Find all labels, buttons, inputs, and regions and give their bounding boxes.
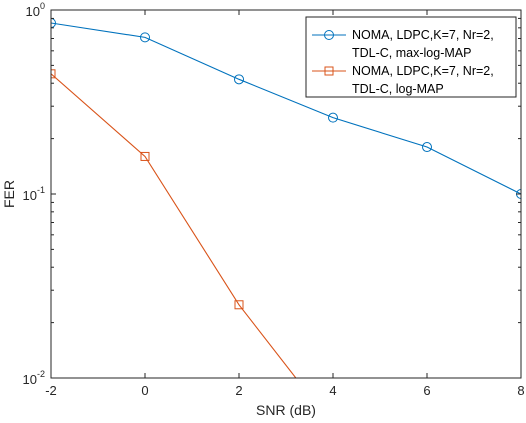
data-point	[328, 112, 338, 123]
data-point	[51, 17, 56, 28]
series-line-2	[51, 73, 297, 378]
x-tick-label: 4	[329, 383, 336, 398]
x-tick-label: -2	[45, 383, 57, 398]
legend-swatch-marker	[324, 30, 334, 40]
legend-box	[305, 16, 517, 98]
legend-entry-text: NOMA, LDPC,K=7, Nr=2,	[352, 64, 494, 78]
legend-entry-text: TDL-C, log-MAP	[352, 82, 444, 96]
plot-border	[50, 9, 522, 379]
data-point	[234, 74, 244, 85]
y-tick-label: 10-1	[23, 185, 45, 203]
y-tick-label: 100	[26, 1, 45, 19]
data-point	[422, 142, 432, 153]
y-tick-label: 10-2	[23, 369, 45, 387]
series-line-1	[51, 22, 521, 195]
legend-entry-text: NOMA, LDPC,K=7, Nr=2,	[352, 28, 494, 42]
legend: NOMA, LDPC,K=7, Nr=2, TDL-C, max-log-MAP N…	[305, 16, 517, 98]
x-axis-label: SNR (dB)	[256, 402, 316, 418]
x-tick-label: 0	[141, 383, 148, 398]
x-tick-label: 8	[517, 383, 524, 398]
data-point	[51, 69, 56, 79]
data-point	[140, 32, 150, 43]
data-point	[234, 300, 244, 310]
data-point	[140, 151, 150, 161]
y-axis-label: FER	[1, 180, 17, 208]
x-tick-label: 2	[235, 383, 242, 398]
x-tick-label: 6	[423, 383, 430, 398]
legend-swatch-marker	[324, 66, 334, 76]
legend-entry-text: TDL-C, max-log-MAP	[352, 46, 471, 60]
